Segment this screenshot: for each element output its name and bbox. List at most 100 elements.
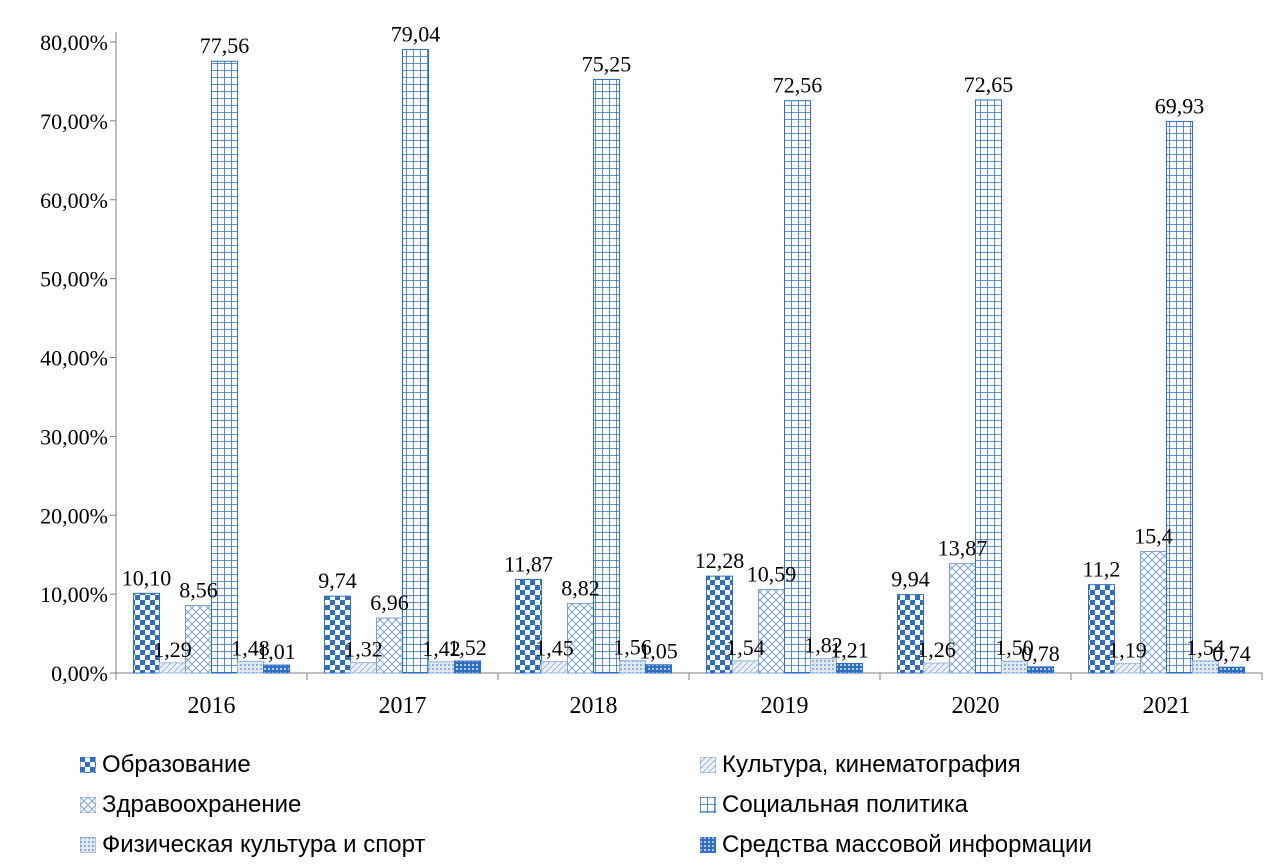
data-label: 1,50 <box>995 635 1034 660</box>
legend-swatch-social-policy <box>700 797 716 813</box>
x-axis: 2016 2017 2018 2019 2020 2021 <box>115 672 1263 719</box>
bar <box>1218 666 1245 674</box>
data-label: 1,54 <box>1186 635 1225 660</box>
y-tick-label: 20,00% <box>40 503 108 528</box>
data-label: 72,56 <box>773 73 823 98</box>
data-label: 1,42 <box>422 636 461 661</box>
bar <box>732 660 759 674</box>
data-label: 1,05 <box>639 639 678 664</box>
bar <box>428 661 455 674</box>
legend-swatch-sport <box>80 837 96 853</box>
legend-swatch-healthcare <box>80 797 96 813</box>
bar <box>376 617 403 674</box>
bar <box>515 578 542 674</box>
legend-label: Средства массовой информации <box>722 831 1092 858</box>
bar <box>1088 584 1115 674</box>
data-label: 1,45 <box>535 636 574 661</box>
bar <box>975 99 1002 674</box>
bar <box>211 60 238 674</box>
data-label: 1,54 <box>726 635 765 660</box>
legend: Образование Культура, кинематография Здр… <box>80 748 1230 862</box>
bars <box>133 49 1245 674</box>
bar <box>133 592 160 674</box>
y-tick-label: 40,00% <box>40 346 108 371</box>
bar <box>897 594 924 674</box>
data-label: 1,19 <box>1108 638 1147 663</box>
bar <box>949 563 976 674</box>
bar-chart: 0,00% 10,00% 20,00% 30,00% 40,00% 50,00% 60,00… <box>40 22 1263 719</box>
data-label: 1,01 <box>257 639 296 664</box>
bar <box>1027 666 1054 674</box>
bar <box>593 78 620 674</box>
legend-swatch-culture <box>700 757 716 773</box>
data-label: 13,87 <box>938 536 988 561</box>
data-label: 69,93 <box>1155 93 1205 118</box>
legend-swatch-mass-media <box>700 837 716 853</box>
bar <box>263 664 290 674</box>
data-label: 75,25 <box>582 51 632 76</box>
legend-label: Образование <box>102 751 251 778</box>
data-label: 1,56 <box>613 635 652 660</box>
legend-item-culture: Культура, кинематография <box>700 748 1220 782</box>
bar <box>923 662 950 674</box>
data-label: 72,65 <box>964 72 1014 97</box>
legend-item-healthcare: Здравоохранение <box>80 788 700 822</box>
legend-label: Социальная политика <box>722 791 968 818</box>
chart: 0,00% 10,00% 20,00% 30,00% 40,00% 50,00% 60,00… <box>40 22 1263 719</box>
data-labels: 10,10 9,74 11,87 12,28 9,94 11,2 1,29 1,32 1,45 1… <box>122 22 1251 667</box>
data-label: 1,48 <box>231 635 270 660</box>
y-tick-label: 60,00% <box>40 188 108 213</box>
bar <box>1114 663 1141 674</box>
data-label: 1,82 <box>804 633 843 658</box>
data-label: 1,21 <box>830 637 869 662</box>
data-label: 10,59 <box>747 561 797 586</box>
data-label: 8,82 <box>561 575 600 600</box>
bar <box>1166 120 1193 674</box>
bar <box>784 100 811 674</box>
bar <box>159 662 186 674</box>
bar <box>706 575 733 674</box>
x-tick-label: 2018 <box>570 693 618 719</box>
bar <box>454 660 481 674</box>
bar <box>836 662 863 674</box>
data-label: 6,96 <box>370 590 409 615</box>
x-tick-label: 2021 <box>1143 693 1191 719</box>
data-label: 15,4 <box>1134 524 1173 549</box>
x-tick-label: 2019 <box>761 693 809 719</box>
legend-label: Здравоохранение <box>102 791 302 818</box>
legend-item-sport: Физическая культура и спорт <box>80 828 700 862</box>
y-tick-label: 30,00% <box>40 424 108 449</box>
y-tick-label: 10,00% <box>40 582 108 607</box>
data-label: 0,78 <box>1021 641 1060 666</box>
bar <box>350 662 377 674</box>
y-tick-label: 0,00% <box>51 661 108 686</box>
x-tick-label: 2017 <box>379 693 427 719</box>
data-label: 11,2 <box>1083 557 1121 582</box>
data-label: 77,56 <box>200 33 250 58</box>
bar <box>758 588 785 674</box>
legend-label: Культура, кинематография <box>722 751 1021 778</box>
legend-label: Физическая культура и спорт <box>102 831 426 858</box>
data-label: 1,26 <box>917 637 956 662</box>
data-label: 79,04 <box>391 22 441 47</box>
data-label: 8,56 <box>179 577 218 602</box>
x-tick-label: 2016 <box>188 693 236 719</box>
x-tick-label: 2020 <box>952 693 1000 719</box>
data-label: 1,32 <box>344 637 383 662</box>
y-tick-label: 80,00% <box>40 30 108 55</box>
legend-item-mass-media: Средства массовой информации <box>700 828 1220 862</box>
bar <box>541 661 568 674</box>
bar <box>324 595 351 674</box>
data-label: 10,10 <box>122 565 172 590</box>
y-tick-label: 70,00% <box>40 109 108 134</box>
data-label: 9,94 <box>891 567 930 592</box>
y-axis: 0,00% 10,00% 20,00% 30,00% 40,00% 50,00% 60,00… <box>40 30 117 686</box>
bar <box>402 49 429 674</box>
data-label: 0,74 <box>1212 641 1251 666</box>
data-label: 9,74 <box>318 568 357 593</box>
data-label: 12,28 <box>695 548 745 573</box>
legend-item-education: Образование <box>80 748 700 782</box>
legend-swatch-education <box>80 757 96 773</box>
legend-item-social-policy: Социальная политика <box>700 788 1220 822</box>
bar <box>645 664 672 674</box>
